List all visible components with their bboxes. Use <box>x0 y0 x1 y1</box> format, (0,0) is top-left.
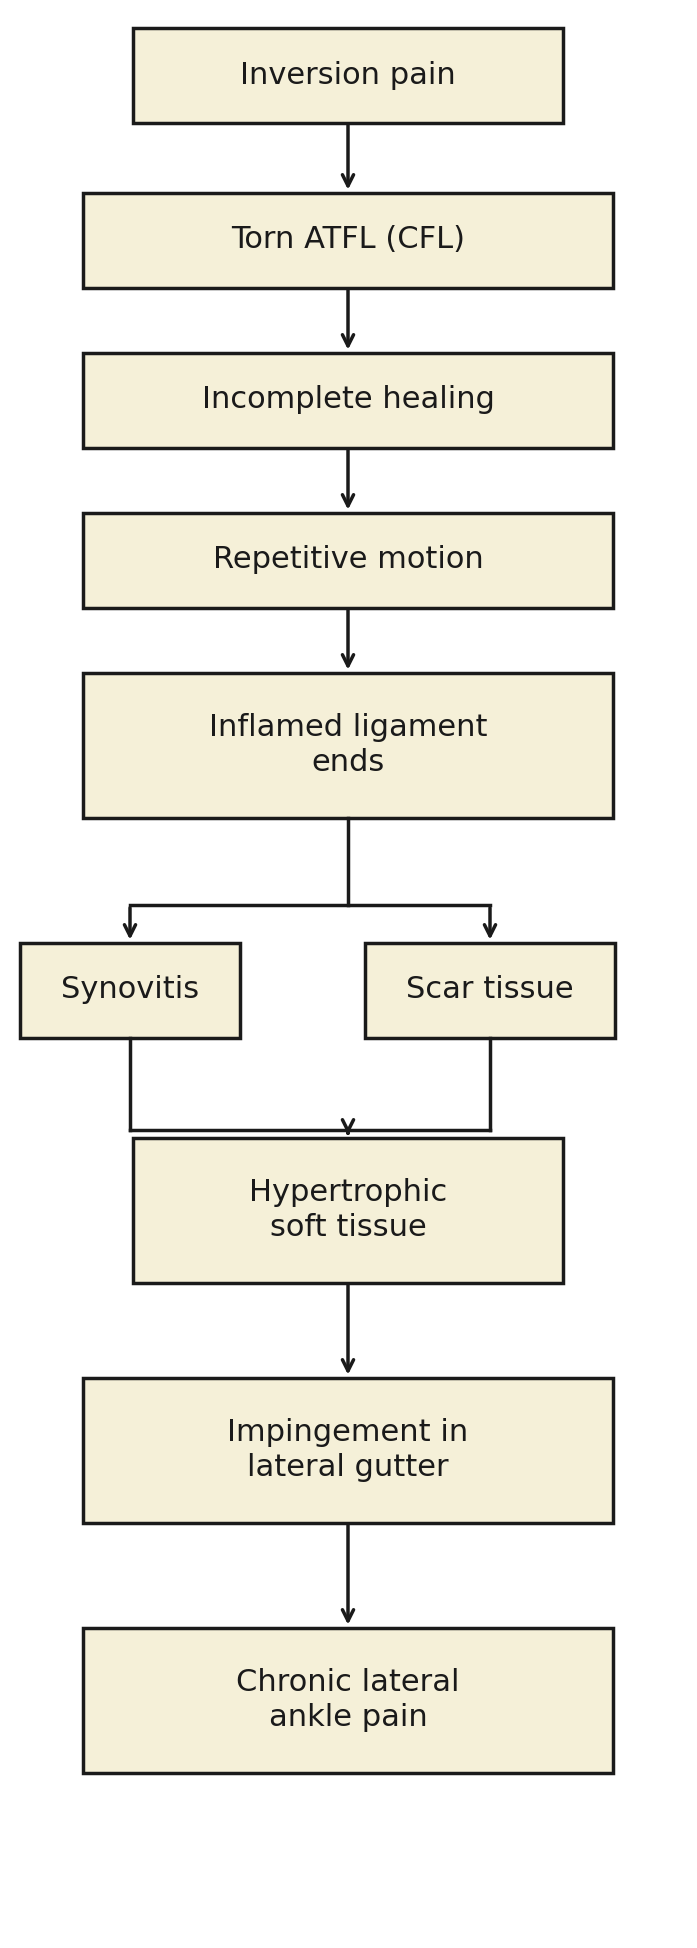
Bar <box>83 672 613 818</box>
Bar <box>365 943 615 1038</box>
Bar <box>133 27 563 123</box>
Bar <box>83 193 613 288</box>
Text: Repetitive motion: Repetitive motion <box>213 545 484 575</box>
Text: Scar tissue: Scar tissue <box>406 976 574 1005</box>
Text: Incomplete healing: Incomplete healing <box>201 386 494 415</box>
Text: Impingement in
lateral gutter: Impingement in lateral gutter <box>227 1418 468 1482</box>
Bar <box>83 512 613 608</box>
Bar <box>83 1627 613 1773</box>
Bar <box>20 943 240 1038</box>
Text: Chronic lateral
ankle pain: Chronic lateral ankle pain <box>236 1667 460 1732</box>
Bar <box>133 1138 563 1282</box>
Text: Inversion pain: Inversion pain <box>240 60 456 90</box>
Text: Inflamed ligament
ends: Inflamed ligament ends <box>208 713 487 777</box>
Bar <box>83 1377 613 1523</box>
Text: Torn ATFL (CFL): Torn ATFL (CFL) <box>231 226 465 255</box>
Bar <box>83 353 613 448</box>
Text: Hypertrophic
soft tissue: Hypertrophic soft tissue <box>249 1177 447 1243</box>
Text: Synovitis: Synovitis <box>61 976 199 1005</box>
